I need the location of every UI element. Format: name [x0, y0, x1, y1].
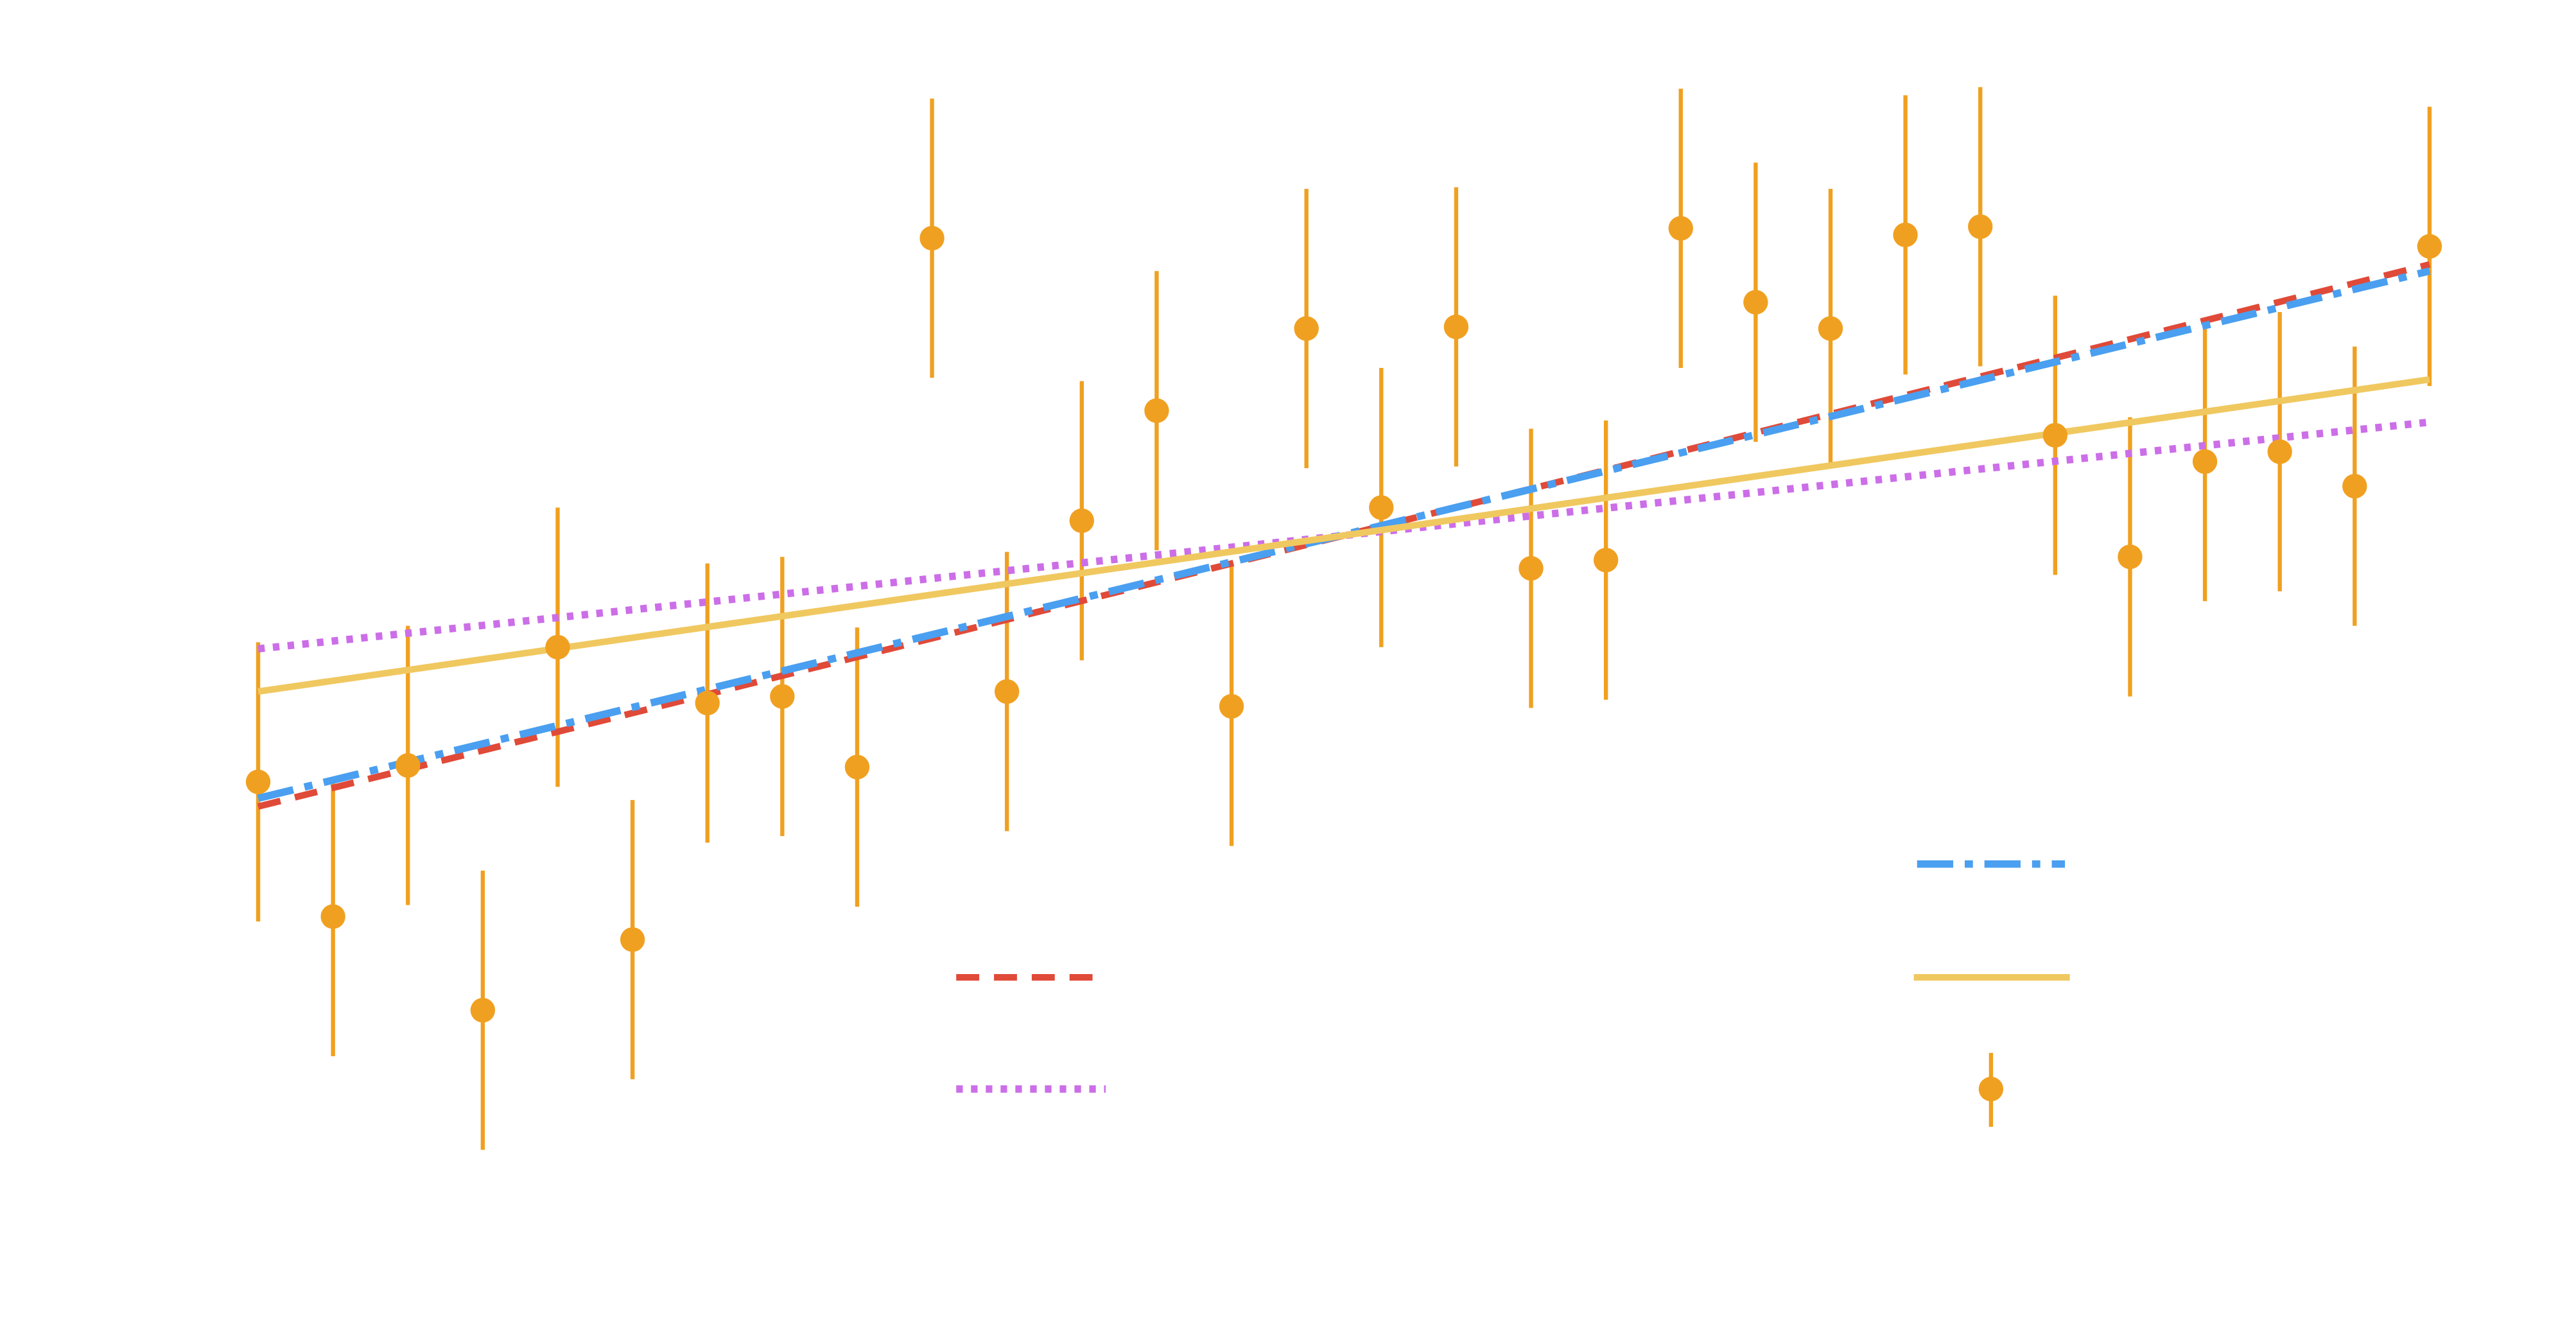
data-point [1519, 555, 1544, 581]
fit-line [257, 267, 2431, 802]
fit-line [257, 261, 2431, 810]
data-point [396, 753, 421, 778]
data-point [1069, 508, 1095, 534]
data-point [2267, 439, 2292, 464]
data-point [1893, 222, 1918, 247]
fit-line [257, 418, 2430, 653]
data-point [1443, 314, 1469, 340]
data-point [1968, 214, 1993, 240]
data-point [1593, 548, 1619, 573]
data-point [620, 927, 645, 952]
data-point [695, 690, 720, 716]
data-point [1818, 316, 1843, 341]
data-point [2417, 234, 2442, 259]
data-point [2042, 423, 2068, 448]
data-point [2118, 545, 2143, 570]
data-point [919, 225, 944, 251]
data-point [770, 684, 795, 709]
data-point [1294, 316, 1319, 341]
data-point [2192, 449, 2218, 475]
data-point [1144, 398, 1169, 423]
data-point [2342, 474, 2367, 499]
data-point [245, 769, 271, 794]
data-point [1668, 216, 1693, 241]
fit-line [257, 376, 2430, 695]
data-point [1743, 290, 1768, 315]
legend-swatch [1978, 1076, 2004, 1102]
data-point [320, 904, 345, 929]
data-point [470, 998, 496, 1023]
data-point [545, 634, 570, 660]
data-point [844, 754, 870, 780]
data-point [1219, 693, 1244, 719]
data-point [1369, 495, 1394, 520]
data-point [995, 679, 1020, 704]
